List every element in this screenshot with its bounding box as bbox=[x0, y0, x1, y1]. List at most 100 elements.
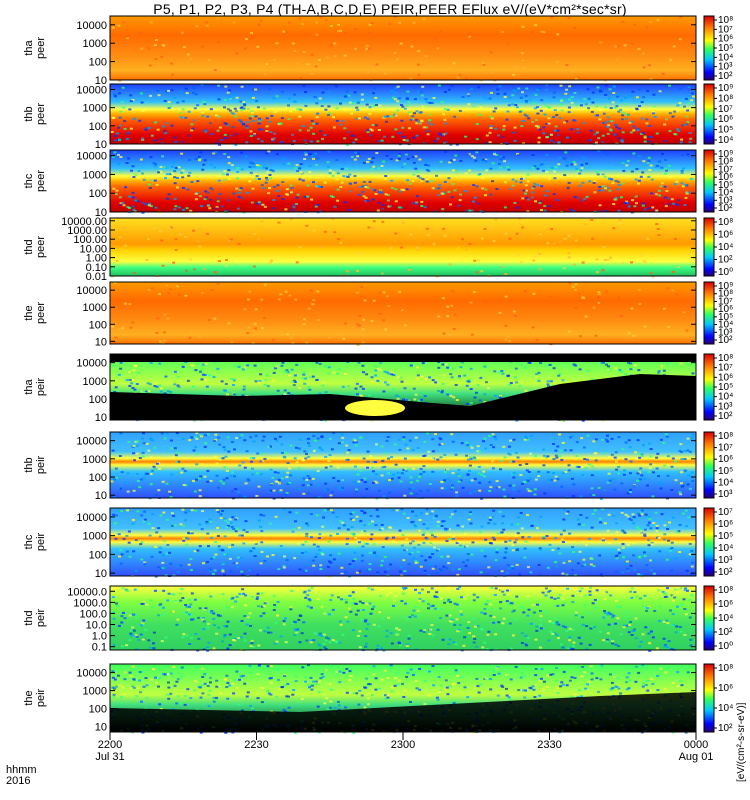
ytick-label: 1000.0 bbox=[73, 597, 107, 609]
colorbar-tick-label: 10⁷ bbox=[718, 507, 733, 518]
colorbar-tick-label: 10³ bbox=[718, 555, 733, 566]
ytick-label: 1000 bbox=[83, 531, 107, 543]
panel-product-label: peir bbox=[35, 455, 47, 474]
colorbar-tick-label: 10³ bbox=[718, 62, 733, 73]
colorbar-tick-label: 10⁹ bbox=[718, 83, 733, 94]
ytick-label: 10000 bbox=[76, 84, 107, 96]
xtick-label: 0000 bbox=[684, 739, 708, 751]
colorbar-tick-label: 10⁴ bbox=[718, 52, 733, 63]
panel-probe-label: tha bbox=[23, 378, 35, 394]
panel-probe-label: thd bbox=[23, 610, 35, 625]
colorbar-tick-label: 10⁶ bbox=[718, 599, 733, 610]
colorbar-tick-label: 10⁵ bbox=[718, 43, 733, 54]
colorbar-tick-label: 10⁷ bbox=[718, 24, 733, 35]
xtick-label: 2300 bbox=[391, 739, 415, 751]
panel-product-label: peir bbox=[35, 377, 47, 396]
panel-frame bbox=[109, 217, 697, 277]
colorbar-tick-label: 10⁶ bbox=[718, 172, 733, 183]
colorbar bbox=[703, 585, 715, 651]
ytick-label: 10000 bbox=[76, 668, 107, 680]
ytick-label: 10 bbox=[95, 490, 107, 502]
colorbar-tick-label: 10⁶ bbox=[718, 34, 733, 45]
colorbar-tick-label: 10⁸ bbox=[718, 663, 733, 674]
colorbar-tick-label: 10³ bbox=[718, 489, 733, 500]
panel-product-label: peir bbox=[35, 608, 47, 627]
colorbar-tick-label: 10² bbox=[718, 411, 733, 422]
panel-product-label: peir bbox=[35, 688, 47, 707]
ytick-label: 10000.00 bbox=[61, 216, 107, 228]
ytick-label: 10 bbox=[95, 207, 107, 219]
colorbar-tick-label: 10⁵ bbox=[718, 466, 733, 477]
ytick-label: 100 bbox=[89, 472, 107, 484]
colorbar-tick-label: 10⁵ bbox=[718, 125, 733, 136]
colorbar-tick-label: 10³ bbox=[718, 195, 733, 206]
ytick-label: 100.0 bbox=[79, 608, 107, 620]
colorbar-tick-label: 10⁶ bbox=[718, 114, 733, 125]
colorbar-tick-label: 10⁶ bbox=[718, 519, 733, 530]
panel-probe-label: the bbox=[23, 305, 35, 320]
panel-tha-peir: 10000 1000 100 10 tha peir 10⁸10⁷10⁶10⁵10⁴10³1… bbox=[23, 353, 733, 424]
colorbar-unit-label: [eV/(cm²-s-sr-eV)] bbox=[736, 702, 747, 782]
time-caption-hhmm: hhmm bbox=[6, 764, 37, 776]
panel-frame bbox=[109, 149, 697, 213]
colorbar-tick-label: 10⁷ bbox=[718, 443, 733, 454]
ytick-label: 100 bbox=[89, 121, 107, 133]
colorbar-tick-label: 10⁶ bbox=[718, 683, 733, 694]
panel-frame bbox=[109, 281, 697, 345]
ytick-label: 10000 bbox=[76, 358, 107, 370]
ytick-label: 100.00 bbox=[73, 234, 107, 246]
panel-probe-label: tha bbox=[23, 39, 35, 55]
ytick-label: 100 bbox=[89, 704, 107, 716]
ytick-label: 10 bbox=[95, 412, 107, 424]
ytick-label: 1000 bbox=[83, 38, 107, 50]
ytick-label: 10 bbox=[95, 75, 107, 87]
colorbar-tick-label: 10⁷ bbox=[718, 296, 733, 307]
colorbar bbox=[703, 507, 715, 577]
panel-product-label: peir bbox=[35, 532, 47, 551]
ytick-label: 10000 bbox=[76, 20, 107, 32]
xtick-date-label: Aug 01 bbox=[679, 751, 714, 763]
ytick-label: 0.10 bbox=[86, 262, 107, 274]
colorbar-tick-label: 10⁴ bbox=[718, 703, 733, 714]
colorbar bbox=[703, 663, 715, 733]
ytick-label: 0.1 bbox=[92, 642, 107, 654]
colorbar bbox=[703, 15, 715, 81]
colorbar-tick-label: 10⁴ bbox=[718, 242, 733, 253]
colorbar-tick-label: 10² bbox=[718, 627, 733, 638]
colorbar-tick-label: 10⁸ bbox=[718, 431, 733, 442]
panel-frame bbox=[109, 507, 697, 577]
colorbar-tick-label: 10⁵ bbox=[718, 382, 733, 393]
colorbar-tick-label: 10⁹ bbox=[718, 281, 733, 292]
ytick-label: 0.01 bbox=[86, 271, 107, 283]
ytick-label: 100 bbox=[89, 188, 107, 200]
colorbar-tick-label: 10⁵ bbox=[718, 312, 733, 323]
panel-probe-label: thb bbox=[23, 106, 35, 121]
panel-probe-label: thc bbox=[23, 173, 35, 188]
colorbar bbox=[703, 149, 715, 213]
panel-the-peir: 10000 1000 100 10 the peir 10⁸ 10⁶ 10⁴ 10² bbox=[23, 663, 733, 734]
ytick-label: 1.00 bbox=[86, 253, 107, 265]
panel-product-label: peer bbox=[35, 37, 47, 59]
colorbar-tick-label: 10⁴ bbox=[718, 543, 733, 554]
chart-title: P5, P1, P2, P3, P4 (TH-A,B,C,D,E) PEIR,P… bbox=[153, 1, 627, 17]
panel-probe-label: thd bbox=[23, 239, 35, 254]
colorbar-tick-label: 10⁴ bbox=[718, 392, 733, 403]
ytick-label: 1000 bbox=[83, 376, 107, 388]
colorbar-tick-label: 10⁸ bbox=[718, 93, 733, 104]
colorbar-tick-label: 10² bbox=[718, 203, 733, 214]
colorbar bbox=[703, 83, 715, 145]
colorbar-tick-label: 10² bbox=[718, 255, 733, 266]
colorbar-tick-label: 10⁴ bbox=[718, 613, 733, 624]
colorbar-tick-label: 10⁸ bbox=[718, 585, 733, 596]
colorbar-tick-label: 10⁵ bbox=[718, 531, 733, 542]
ytick-label: 10000 bbox=[76, 512, 107, 524]
colorbar-tick-label: 10⁸ bbox=[718, 289, 733, 300]
ytick-label: 100 bbox=[89, 319, 107, 331]
colorbar-tick-label: 10⁴ bbox=[718, 320, 733, 331]
panel-probe-label: thc bbox=[23, 534, 35, 549]
ytick-label: 1000 bbox=[83, 686, 107, 698]
